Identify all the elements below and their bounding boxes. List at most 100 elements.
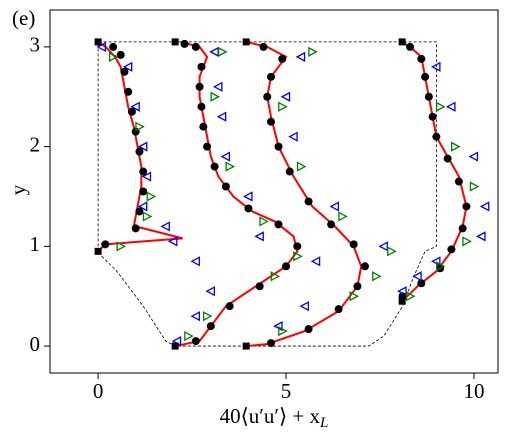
plot-frame <box>49 9 499 374</box>
marker-triangle-left <box>295 51 306 62</box>
marker-triangle-left <box>137 201 148 212</box>
marker-triangle-right <box>142 211 153 222</box>
marker-circle <box>255 282 264 291</box>
x-tick-label: 5 <box>281 379 292 403</box>
marker-triangle-left <box>446 101 456 112</box>
marker-triangle-right <box>135 121 145 132</box>
marker-circle <box>462 202 471 211</box>
marker-triangle-left <box>430 61 441 72</box>
marker-triangle-right <box>372 271 382 282</box>
marker-circle <box>266 339 275 348</box>
marker-circle <box>135 147 144 156</box>
marker-circle <box>406 42 415 51</box>
marker-triangle-left <box>137 141 148 152</box>
marker-circle <box>282 262 291 271</box>
marker-circle <box>293 242 302 251</box>
marker-triangle-right <box>435 261 446 272</box>
marker-triangle-right <box>296 161 307 172</box>
marker-triangle-left <box>205 286 216 297</box>
marker-circle <box>101 240 110 249</box>
x-axis-label-sub: L <box>319 415 328 431</box>
marker-circle <box>304 325 313 334</box>
marker-triangle-left <box>160 221 170 232</box>
marker-circle <box>353 282 362 291</box>
marker-circle <box>180 39 189 48</box>
x-tick-label: 0 <box>93 379 104 403</box>
marker-circle <box>428 112 437 121</box>
marker-triangle-left <box>190 256 200 267</box>
marker-triangle-left <box>310 256 321 267</box>
marker-circle <box>285 167 294 176</box>
marker-circle <box>124 87 133 96</box>
marker-triangle-right <box>225 161 236 172</box>
marker-triangle-right <box>270 271 281 282</box>
marker-circle <box>139 187 148 196</box>
marker-triangle-left <box>122 61 133 72</box>
marker-circle <box>259 42 268 51</box>
marker-triangle-right <box>146 191 157 202</box>
marker-square <box>398 297 406 305</box>
marker-triangle-right <box>259 216 269 227</box>
marker-triangle-right <box>293 251 303 262</box>
marker-square <box>94 247 102 255</box>
marker-circle <box>206 322 215 331</box>
marker-circle <box>432 132 441 141</box>
plot-area: 0 5 10 0 1 2 3 <box>30 33 490 403</box>
marker-circle <box>221 182 230 191</box>
marker-triangle-left <box>329 201 340 212</box>
x-axis-label-main: 40⟨u′u′⟩ + x <box>220 404 321 428</box>
marker-triangle-right <box>108 51 119 62</box>
marker-circle <box>274 142 283 151</box>
marker-triangle-left <box>220 151 231 162</box>
marker-circle <box>191 42 200 51</box>
marker-circle <box>454 177 463 186</box>
marker-circle <box>304 197 313 206</box>
marker-circle <box>327 220 336 229</box>
marker-triangle-left <box>299 301 309 312</box>
y-tick-label: 0 <box>30 332 41 356</box>
marker-circle <box>116 50 125 59</box>
marker-circle <box>195 82 204 91</box>
marker-circle <box>199 122 208 131</box>
marker-triangle-left <box>96 41 107 52</box>
marker-circle <box>203 142 212 151</box>
y-tick-label: 1 <box>30 232 41 256</box>
marker-triangle-right <box>202 311 213 322</box>
marker-square <box>171 38 179 46</box>
marker-circle <box>263 92 272 101</box>
marker-circle <box>443 154 452 163</box>
marker-triangle-right <box>435 101 446 112</box>
marker-triangle-left <box>280 91 291 102</box>
marker-triangle-left <box>216 111 227 122</box>
x-tick-label: 10 <box>463 379 484 403</box>
marker-circle <box>458 224 467 233</box>
marker-triangle-left <box>130 101 140 112</box>
marker-square <box>242 38 250 46</box>
marker-circle <box>225 302 234 311</box>
marker-triangle-left <box>378 241 388 252</box>
profile-line <box>97 40 468 348</box>
marker-triangle-left <box>212 81 223 92</box>
marker-circle <box>120 67 129 76</box>
marker-triangle-right <box>469 181 480 192</box>
marker-circle <box>131 224 140 233</box>
marker-triangle-right <box>387 246 397 257</box>
marker-triangle-right <box>217 46 228 57</box>
marker-triangle-left <box>476 231 486 242</box>
marker-circle <box>417 54 426 63</box>
marker-triangle-left <box>190 311 200 322</box>
marker-circle <box>424 92 433 101</box>
marker-circle <box>417 279 426 288</box>
marker-circle <box>139 167 148 176</box>
marker-triangle-left <box>288 131 298 142</box>
marker-square <box>171 342 179 350</box>
marker-circle <box>266 72 275 81</box>
marker-triangle-right <box>278 326 288 337</box>
marker-square <box>242 342 250 350</box>
x-axis-label: 40⟨u′u′⟩ + xL <box>220 404 329 432</box>
marker-triangle-right <box>184 331 194 342</box>
marker-circle <box>266 117 275 126</box>
marker-circle <box>274 220 283 229</box>
y-axis-label: y <box>6 184 30 195</box>
